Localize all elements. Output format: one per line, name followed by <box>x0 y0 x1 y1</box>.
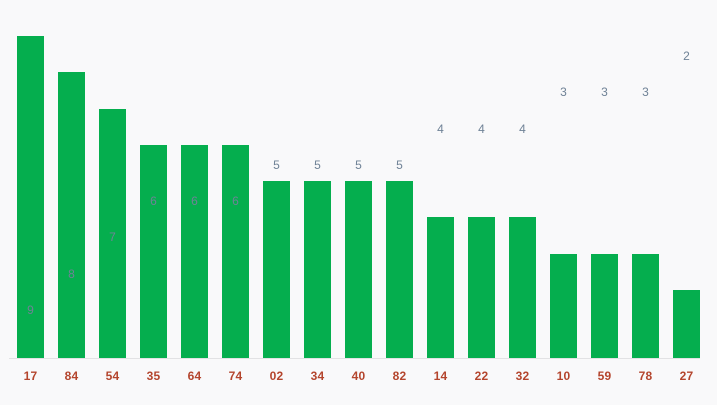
bar-value-label: 4 <box>519 122 526 136</box>
bar[interactable] <box>222 145 249 358</box>
bar[interactable] <box>550 254 577 358</box>
bar-column[interactable]: 3 <box>632 0 659 358</box>
bar-value-label: 3 <box>560 85 567 99</box>
bar-column[interactable]: 6 <box>222 0 249 358</box>
bar[interactable] <box>427 217 454 358</box>
bar[interactable] <box>632 254 659 358</box>
bar[interactable] <box>468 217 495 358</box>
bar-value-label: 6 <box>150 194 157 208</box>
x-axis-tick-label: 82 <box>392 369 407 383</box>
bar[interactable] <box>509 217 536 358</box>
x-axis-tick-label: 27 <box>679 369 694 383</box>
bar[interactable] <box>591 254 618 358</box>
bar-value-label: 5 <box>396 158 403 172</box>
bar-column[interactable]: 6 <box>140 0 167 358</box>
bar-column[interactable]: 4 <box>509 0 536 358</box>
bar-column[interactable]: 2 <box>673 0 700 358</box>
bar-value-label: 8 <box>68 267 75 281</box>
bar-value-label: 5 <box>314 158 321 172</box>
x-axis-tick-label: 14 <box>433 369 448 383</box>
x-axis-tick-label: 59 <box>597 369 612 383</box>
x-axis-tick-label: 17 <box>23 369 38 383</box>
x-axis-tick-label: 54 <box>105 369 120 383</box>
bar-value-label: 7 <box>109 230 116 244</box>
bar[interactable] <box>140 145 167 358</box>
bar-value-label: 3 <box>601 85 608 99</box>
bar-value-label: 6 <box>191 194 198 208</box>
bar-column[interactable]: 7 <box>99 0 126 358</box>
bar[interactable] <box>263 181 290 358</box>
bar-value-label: 4 <box>478 122 485 136</box>
x-axis-line <box>9 358 700 359</box>
x-axis-tick-label: 02 <box>269 369 284 383</box>
plot-area: 9 8 7 6 6 6 5 5 5 5 4 4 4 3 3 3 2 <box>9 0 700 359</box>
x-axis-tick-label: 40 <box>351 369 366 383</box>
bar[interactable] <box>181 145 208 358</box>
bar[interactable] <box>304 181 331 358</box>
x-axis-tick-label: 22 <box>474 369 489 383</box>
bar-column[interactable]: 3 <box>550 0 577 358</box>
bar[interactable] <box>99 109 126 358</box>
bar[interactable] <box>673 290 700 358</box>
bar-value-label: 4 <box>437 122 444 136</box>
x-axis-tick-label: 10 <box>556 369 571 383</box>
bar[interactable] <box>345 181 372 358</box>
x-axis-tick-label: 32 <box>515 369 530 383</box>
x-axis-tick-label: 64 <box>187 369 202 383</box>
bar[interactable] <box>58 72 85 358</box>
x-axis-tick-label: 84 <box>64 369 79 383</box>
bar-column[interactable]: 4 <box>427 0 454 358</box>
bar[interactable] <box>17 36 44 358</box>
bar[interactable] <box>386 181 413 358</box>
x-axis-tick-labels: 17 84 54 35 64 74 02 34 40 82 14 22 32 10 59 78 27 <box>17 368 700 388</box>
x-axis-tick-label: 78 <box>638 369 653 383</box>
bar-value-label: 2 <box>683 49 690 63</box>
bar-value-label: 3 <box>642 85 649 99</box>
x-axis-tick-label: 34 <box>310 369 325 383</box>
bar-column[interactable]: 9 <box>17 0 44 358</box>
x-axis-tick-label: 74 <box>228 369 243 383</box>
bar-column[interactable]: 6 <box>181 0 208 358</box>
bar-column[interactable]: 8 <box>58 0 85 358</box>
bar-column[interactable]: 3 <box>591 0 618 358</box>
bar-value-label: 6 <box>232 194 239 208</box>
bar-column[interactable]: 5 <box>386 0 413 358</box>
bar-column[interactable]: 5 <box>304 0 331 358</box>
bar-value-label: 5 <box>355 158 362 172</box>
bar-column[interactable]: 5 <box>345 0 372 358</box>
bar-column[interactable]: 4 <box>468 0 495 358</box>
bar-value-label: 5 <box>273 158 280 172</box>
bar-value-label: 9 <box>27 303 34 317</box>
x-axis-tick-label: 35 <box>146 369 161 383</box>
bar-column[interactable]: 5 <box>263 0 290 358</box>
bar-series: 9 8 7 6 6 6 5 5 5 5 4 4 4 3 3 3 2 <box>17 0 700 358</box>
